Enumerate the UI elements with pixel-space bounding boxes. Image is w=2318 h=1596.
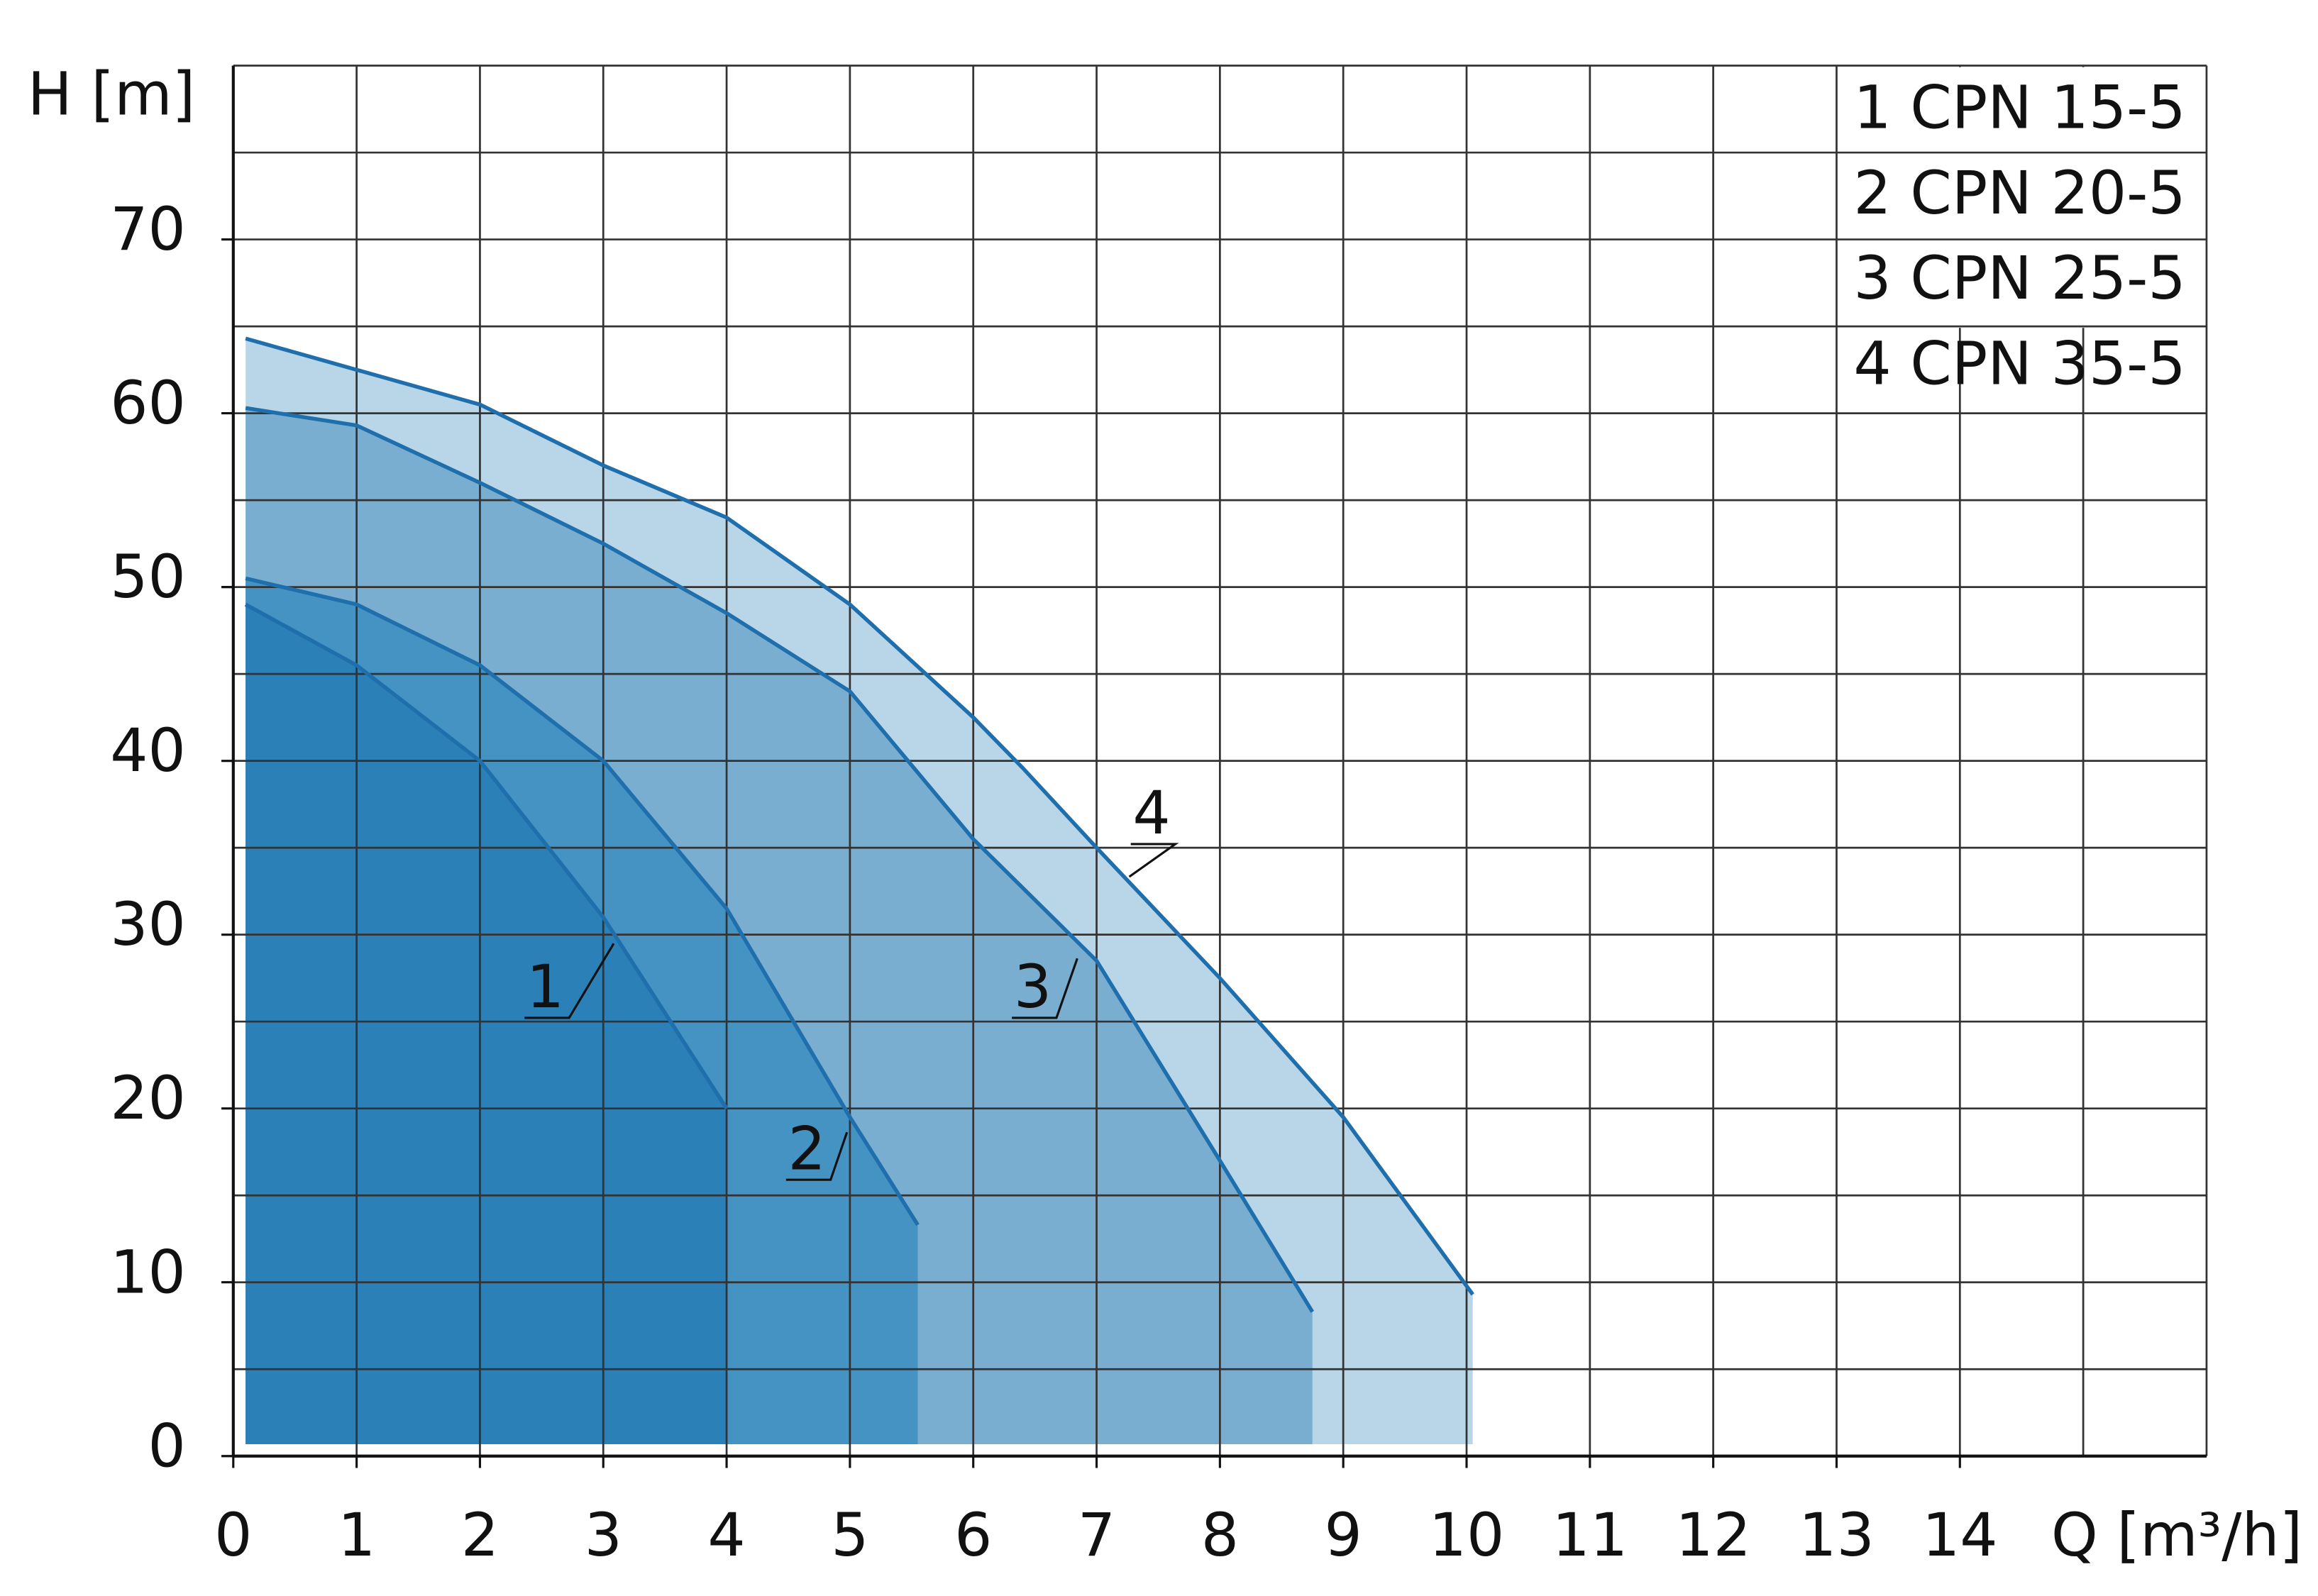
x-tick-label: 12 (1675, 1500, 1751, 1570)
x-tick-label: 9 (1325, 1500, 1362, 1570)
x-tick-label: 14 (1922, 1500, 1998, 1570)
legend-label: 2 CPN 20-5 (1853, 158, 2185, 228)
x-tick-label: 4 (707, 1500, 745, 1570)
y-tick-label: 10 (110, 1237, 186, 1307)
x-tick-label: 7 (1078, 1500, 1115, 1570)
curve (244, 602, 729, 1110)
leader-line (1012, 958, 1078, 1019)
y-tick-label: 40 (110, 716, 186, 785)
x-tick-label: 11 (1552, 1500, 1628, 1570)
y-axis-label: H [m] (28, 60, 196, 129)
legend-label: 4 CPN 35-5 (1853, 329, 2185, 399)
y-tick-label: 70 (110, 194, 186, 264)
curve-label: 1 (526, 952, 564, 1021)
legend-label: 3 CPN 25-5 (1853, 243, 2185, 313)
y-tick-label: 60 (110, 368, 186, 438)
y-tick-label: 50 (110, 542, 186, 611)
curve (245, 406, 1315, 1313)
legend-label: 1 CPN 15-5 (1853, 72, 2185, 142)
y-tick-label: 30 (110, 890, 186, 959)
legend-box (1865, 67, 2205, 328)
x-tick-label: 0 (214, 1500, 252, 1570)
curve (245, 576, 920, 1226)
x-tick-label: 13 (1799, 1500, 1875, 1570)
x-tick-label: 6 (954, 1500, 992, 1570)
leader-line (1128, 843, 1179, 878)
y-tick-label: 20 (110, 1063, 186, 1133)
curve-label: 2 (788, 1114, 826, 1183)
curve-label: 3 (1014, 952, 1052, 1021)
x-tick-label: 10 (1429, 1500, 1505, 1570)
area (245, 604, 727, 1444)
leader-line (524, 943, 615, 1019)
curve-label: 4 (1132, 778, 1170, 848)
curve (245, 336, 1474, 1296)
x-tick-label: 3 (585, 1500, 622, 1570)
x-tick-label: 5 (831, 1500, 868, 1570)
x-tick-label: 8 (1201, 1500, 1239, 1570)
y-tick-label: 0 (148, 1411, 185, 1480)
leader-line (785, 1131, 849, 1181)
x-tick-label: 2 (461, 1500, 499, 1570)
x-tick-label: 1 (338, 1500, 375, 1570)
x-axis-label: Q [m³/h] (2051, 1500, 2302, 1570)
